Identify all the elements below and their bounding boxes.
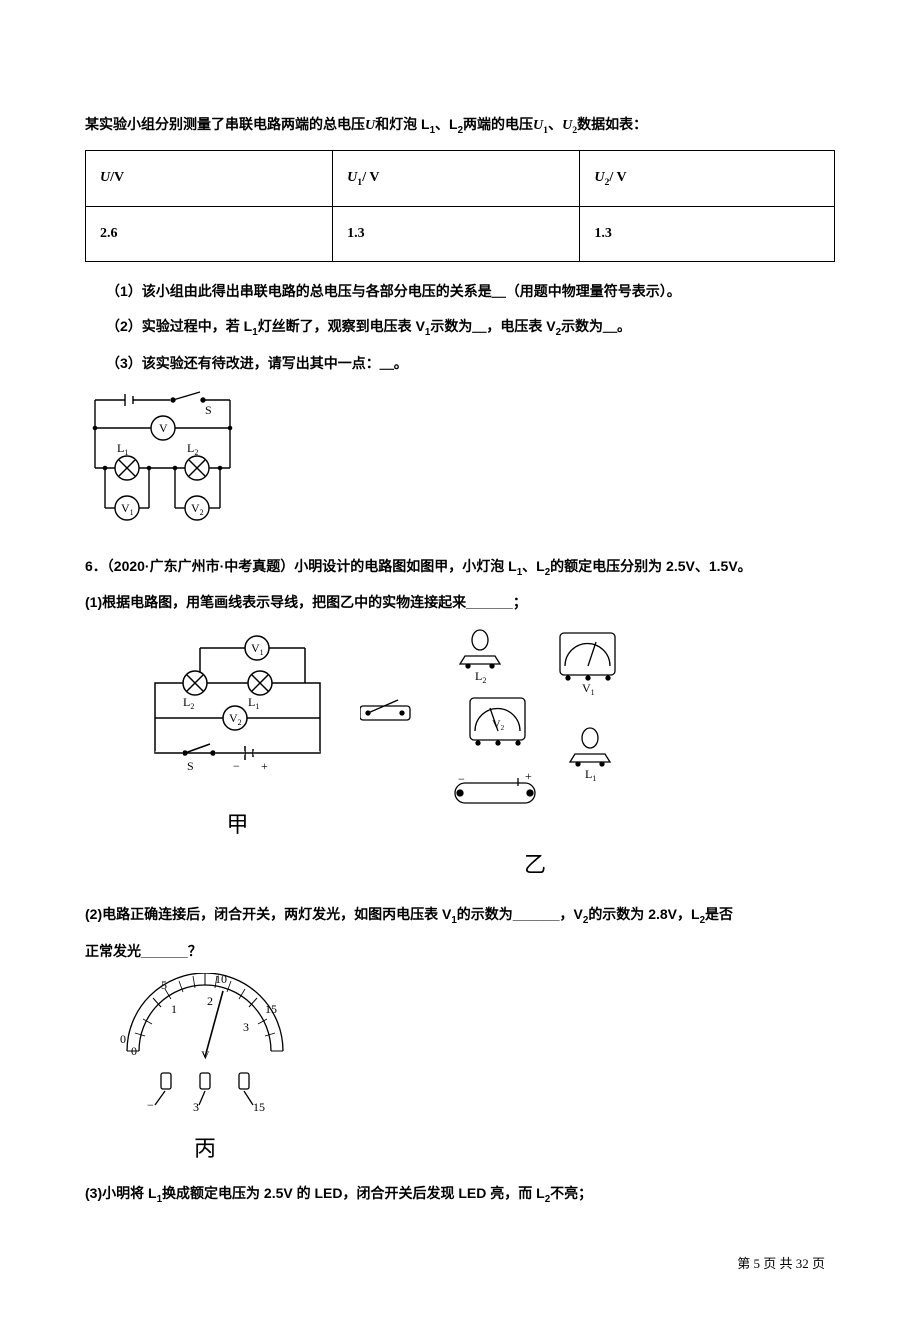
figure-yi: L2 V1 V2 L1 −+ 乙 bbox=[360, 628, 650, 889]
svg-text:V: V bbox=[201, 1048, 210, 1062]
svg-text:15: 15 bbox=[253, 1100, 265, 1113]
svg-text:−: − bbox=[147, 1098, 154, 1112]
q2: （2）实验过程中，若 L1灯丝断了，观察到电压表 V1示数为＿，电压表 V2示数… bbox=[85, 311, 835, 343]
svg-text:+: + bbox=[261, 759, 268, 773]
svg-text:V: V bbox=[159, 421, 168, 435]
caption-bing: 丙 bbox=[115, 1125, 295, 1173]
figure-jia-yi: V1 L2 L1 V2 S − + 甲 bbox=[85, 628, 835, 889]
figure-jia: V1 L2 L1 V2 S − + 甲 bbox=[145, 628, 330, 849]
svg-text:V1: V1 bbox=[121, 501, 134, 517]
p6-q2-l2: 正常发光______？ bbox=[85, 936, 835, 967]
caption-yi: 乙 bbox=[420, 841, 650, 889]
svg-text:L2: L2 bbox=[187, 441, 198, 457]
svg-text:+: + bbox=[525, 769, 532, 783]
caption-jia: 甲 bbox=[145, 801, 330, 849]
p6-q1: (1)根据电路图，用笔画线表示导线，把图乙中的实物连接起来______； bbox=[85, 587, 835, 618]
svg-text:V1: V1 bbox=[251, 641, 264, 657]
svg-text:L1: L1 bbox=[117, 441, 128, 457]
p6-q3: (3)小明将 L1换成额定电压为 2.5V 的 LED，闭合开关后发现 LED … bbox=[85, 1178, 835, 1210]
svg-text:V2: V2 bbox=[229, 711, 242, 727]
circuit-diagram-1: S V L1 L2 V1 V2 bbox=[85, 386, 835, 539]
p6-q2-l1: (2)电路正确连接后，闭合开关，两灯发光，如图丙电压表 V1的示数为______… bbox=[85, 899, 835, 931]
svg-text:1: 1 bbox=[171, 1002, 177, 1016]
voltage-table: U/V U1/ V U2/ V 2.6 1.3 1.3 bbox=[85, 150, 835, 263]
q1: （1）该小组由此得出串联电路的总电压与各部分电压的关系是＿（用题中物理量符号表示… bbox=[85, 276, 835, 307]
q3: （3）该实验还有待改进，请写出其中一点：＿。 bbox=[85, 348, 835, 379]
svg-text:0: 0 bbox=[131, 1044, 137, 1058]
figure-bing: 0 0 5 1 10 2 15 3 V − 3 15 丙 bbox=[115, 973, 835, 1174]
table-row: 2.6 1.3 1.3 bbox=[86, 206, 835, 262]
svg-text:L1: L1 bbox=[585, 767, 596, 783]
intro-line: 某实验小组分别测量了串联电路两端的总电压U和灯泡 L1、L2两端的电压U1、U2… bbox=[85, 109, 835, 142]
svg-text:10: 10 bbox=[215, 973, 227, 986]
svg-text:5: 5 bbox=[161, 978, 167, 992]
svg-text:S: S bbox=[187, 759, 194, 773]
intro-U: U bbox=[365, 118, 375, 133]
svg-text:3: 3 bbox=[193, 1100, 199, 1113]
page-footer: 第 5 页 共 32 页 bbox=[85, 1250, 835, 1279]
svg-text:−: − bbox=[458, 772, 465, 786]
svg-text:L1: L1 bbox=[248, 695, 259, 711]
svg-text:V1: V1 bbox=[582, 681, 595, 697]
svg-text:2: 2 bbox=[207, 994, 213, 1008]
svg-text:0: 0 bbox=[120, 1032, 126, 1046]
svg-text:S: S bbox=[205, 403, 212, 417]
svg-text:L2: L2 bbox=[475, 669, 486, 685]
svg-text:3: 3 bbox=[243, 1020, 249, 1034]
svg-text:15: 15 bbox=[265, 1002, 277, 1016]
table-row: U/V U1/ V U2/ V bbox=[86, 150, 835, 206]
svg-text:−: − bbox=[233, 759, 240, 773]
svg-text:V2: V2 bbox=[191, 501, 204, 517]
problem-6-head: 6．（2020·广东广州市·中考真题）小明设计的电路图如图甲，小灯泡 L1、L2… bbox=[85, 551, 835, 583]
svg-text:L2: L2 bbox=[183, 695, 194, 711]
intro-pre: 某实验小组分别测量了串联电路两端的总电压 bbox=[85, 116, 365, 132]
